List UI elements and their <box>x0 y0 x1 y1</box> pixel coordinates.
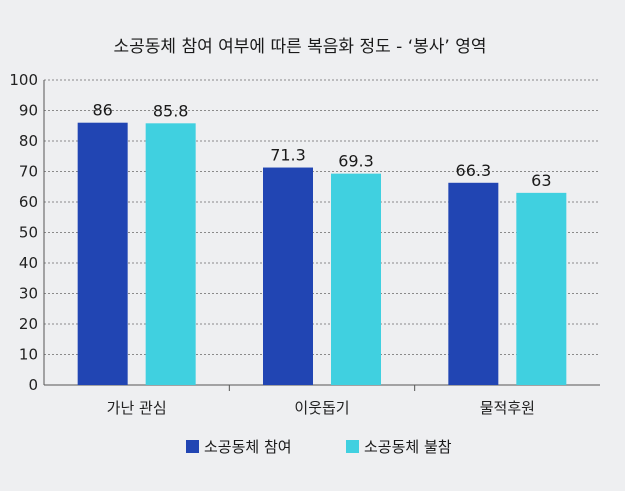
axes: 0 10 20 30 40 50 60 70 80 90 100 가난 관심 이웃돕기 물적후원 <box>9 71 600 417</box>
y-tick-label: 80 <box>19 132 38 150</box>
bar-value-label: 86 <box>92 101 112 120</box>
y-tick-label: 60 <box>19 193 38 211</box>
y-tick-label: 90 <box>19 102 38 120</box>
legend-swatch <box>346 440 359 453</box>
bar-value-label: 66.3 <box>456 161 492 180</box>
bar-value-label: 71.3 <box>270 146 306 165</box>
y-tick-label: 50 <box>19 224 38 242</box>
y-tick-label: 20 <box>19 315 38 333</box>
gridlines <box>44 79 600 355</box>
legend: 소공동체 참여 소공동체 불참 <box>186 438 452 456</box>
bars <box>77 122 567 385</box>
data-labels: 86 85.8 71.3 69.3 66.3 63 <box>92 101 551 190</box>
y-tick-label: 100 <box>9 71 38 89</box>
bar-value-label: 63 <box>531 171 551 190</box>
bar <box>77 122 128 385</box>
y-tick-label: 70 <box>19 163 38 181</box>
x-category-label: 가난 관심 <box>107 399 167 417</box>
bar <box>448 182 499 385</box>
y-tick-label: 30 <box>19 285 38 303</box>
y-tick-label: 40 <box>19 254 38 272</box>
y-tick-label: 10 <box>19 346 38 364</box>
y-tick-label: 0 <box>28 376 38 394</box>
legend-label: 소공동체 불참 <box>364 438 452 456</box>
bar <box>516 192 567 385</box>
x-category-label: 물적후원 <box>480 399 535 417</box>
bar <box>145 123 196 385</box>
x-category-label: 이웃돕기 <box>294 399 349 417</box>
bar <box>331 173 381 385</box>
chart-title: 소공동체 참여 여부에 따른 복음화 정도 - ‘봉사’ 영역 <box>114 37 487 57</box>
legend-label: 소공동체 참여 <box>204 438 292 456</box>
bar <box>263 167 313 385</box>
bar-value-label: 69.3 <box>338 152 374 171</box>
bar-value-label: 85.8 <box>153 101 189 120</box>
legend-swatch <box>186 440 199 453</box>
